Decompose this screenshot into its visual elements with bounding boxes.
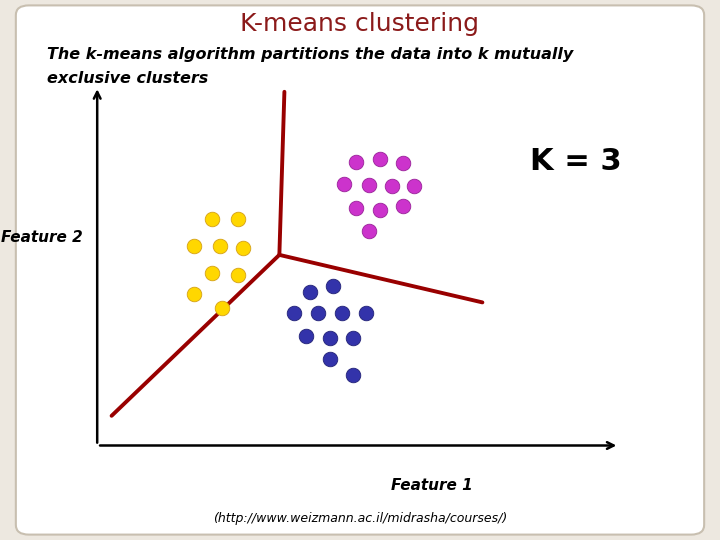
Point	[207, 268, 218, 277]
Point	[397, 202, 409, 211]
Point	[232, 271, 243, 280]
Point	[207, 214, 218, 223]
Point	[328, 282, 339, 291]
Text: exclusive clusters: exclusive clusters	[47, 71, 208, 86]
Point	[232, 214, 243, 223]
Point	[288, 309, 300, 318]
Point	[312, 309, 324, 318]
Point	[363, 227, 374, 235]
Text: Feature 2: Feature 2	[1, 230, 83, 245]
Text: K = 3: K = 3	[530, 147, 622, 177]
Point	[397, 159, 409, 167]
Text: K-means clustering: K-means clustering	[240, 12, 480, 36]
Point	[189, 241, 200, 250]
FancyBboxPatch shape	[16, 5, 704, 535]
Point	[189, 290, 200, 299]
Point	[324, 333, 336, 342]
Point	[347, 333, 359, 342]
Point	[351, 204, 362, 212]
Point	[408, 182, 420, 191]
Text: Feature 1: Feature 1	[391, 478, 473, 494]
Text: The k-means algorithm partitions the data into k mutually: The k-means algorithm partitions the dat…	[47, 46, 573, 62]
Point	[214, 241, 225, 250]
Point	[363, 180, 374, 189]
Point	[387, 182, 398, 191]
Point	[374, 205, 386, 214]
Text: (http://www.weizmann.ac.il/midrasha/courses/): (http://www.weizmann.ac.il/midrasha/cour…	[213, 512, 507, 525]
Point	[300, 332, 312, 340]
Point	[360, 309, 372, 318]
Point	[304, 287, 315, 296]
Point	[216, 303, 228, 312]
Point	[374, 155, 386, 164]
Point	[347, 371, 359, 380]
Point	[338, 179, 350, 188]
Point	[238, 244, 249, 253]
Point	[336, 309, 348, 318]
Point	[351, 158, 362, 166]
Point	[324, 355, 336, 363]
